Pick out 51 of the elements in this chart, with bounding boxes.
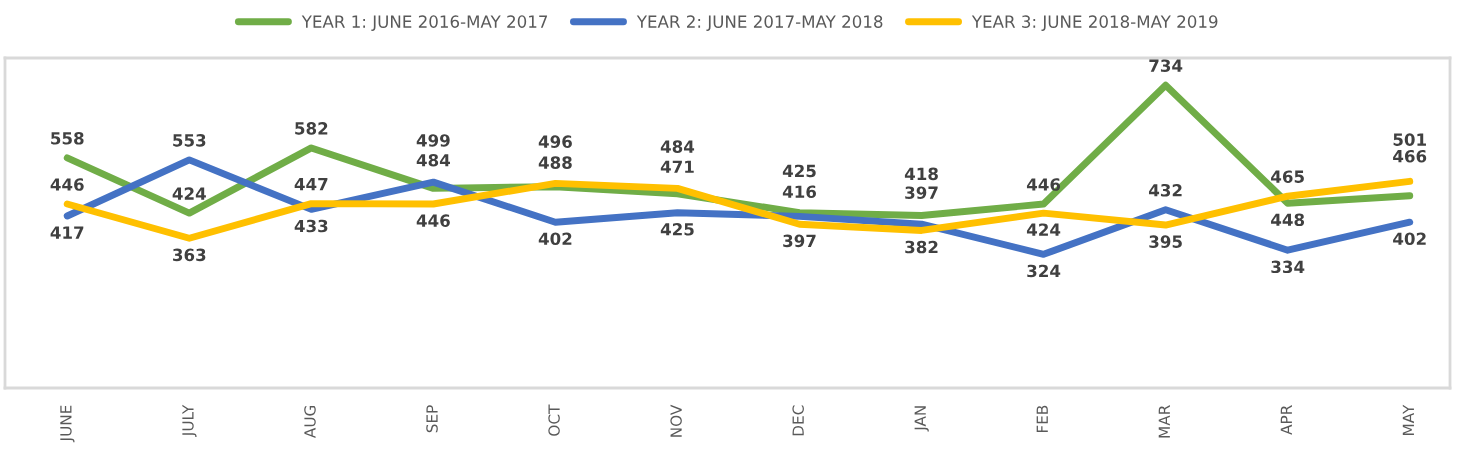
data-label: 484	[660, 140, 695, 153]
data-label: 446	[416, 214, 450, 227]
legend-label: YEAR 2: JUNE 2017-MAY 2018	[636, 15, 883, 31]
data-label: 424	[172, 187, 206, 200]
data-label: 734	[1149, 59, 1183, 73]
data-label: 496	[538, 135, 572, 148]
data-label: 402	[538, 232, 572, 246]
x-tick-label: JULY	[182, 404, 197, 437]
data-label: 484	[416, 153, 450, 167]
x-tick-label: APR	[1280, 405, 1292, 435]
data-label: 471	[660, 160, 694, 173]
data-label: 553	[173, 134, 206, 147]
x-tick-label: DEC	[792, 405, 804, 436]
x-tick-label: SEP	[426, 405, 438, 433]
data-label: 501	[1393, 133, 1426, 146]
data-label: 397	[783, 234, 816, 248]
data-label: 446	[1026, 178, 1061, 191]
data-label: 416	[782, 185, 817, 199]
data-label: 417	[50, 226, 84, 239]
data-label: 395	[1149, 235, 1182, 248]
legend-label: YEAR 3: JUNE 2018-MAY 2019	[971, 15, 1218, 31]
data-label: 397	[905, 186, 938, 199]
data-label: 488	[538, 156, 572, 169]
data-label: 499	[416, 134, 450, 147]
data-label: 466	[1393, 149, 1427, 163]
x-tick-label: AUG	[304, 405, 316, 439]
data-label: 425	[660, 222, 694, 236]
x-tick-label: MAY	[1402, 404, 1414, 435]
x-tick-label: JAN	[914, 406, 929, 432]
data-label: 582	[295, 122, 328, 135]
data-label: 418	[904, 167, 938, 181]
x-tick-label: OCT	[548, 404, 560, 436]
x-tick-label: NOV	[670, 404, 682, 437]
data-label: 448	[1271, 213, 1305, 227]
data-label: 446	[50, 178, 84, 191]
data-label: 363	[173, 248, 206, 262]
x-tick-label: JUNE	[60, 405, 75, 443]
data-label: 465	[1271, 170, 1304, 183]
data-label: 425	[782, 164, 816, 178]
data-label: 433	[294, 219, 328, 233]
data-label: 334	[1271, 260, 1305, 274]
data-label: 424	[1026, 223, 1061, 236]
data-label: 324	[1027, 264, 1061, 278]
data-label: 447	[294, 178, 328, 191]
x-tick-label: MAR	[1158, 405, 1170, 438]
data-label: 432	[1148, 183, 1182, 197]
x-tick-label: FEB	[1036, 405, 1048, 433]
data-label: 402	[1393, 232, 1426, 246]
legend-label: YEAR 1: JUNE 2016-MAY 2017	[301, 15, 548, 31]
data-label: 382	[905, 240, 938, 254]
data-label: 558	[51, 132, 84, 145]
